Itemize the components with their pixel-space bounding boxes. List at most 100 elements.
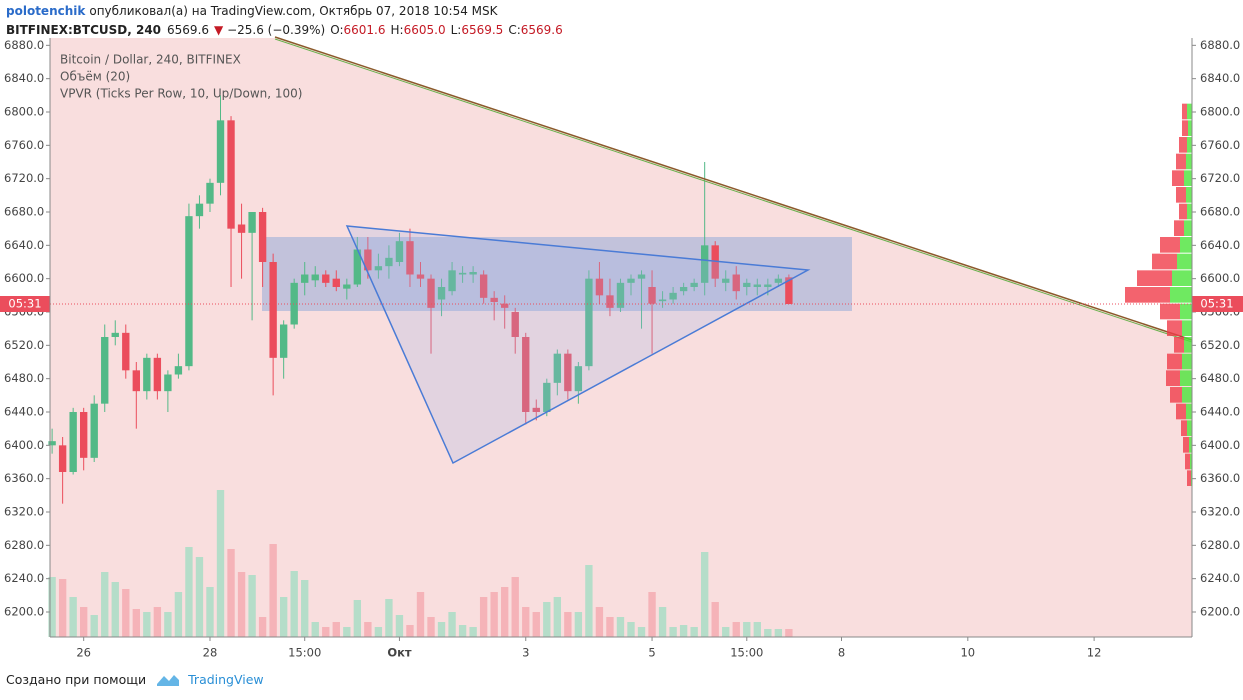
vpvr-down (1174, 337, 1184, 353)
header-line-1: polotenchik опубликовал(а) на TradingView… (6, 2, 563, 21)
candle-body (753, 284, 761, 287)
candle-body (722, 278, 730, 283)
c-label: C: (508, 23, 521, 37)
h: 6605.0 (403, 23, 446, 37)
volume-bar (711, 602, 719, 637)
volume-bar (469, 627, 477, 637)
candle-body (595, 278, 604, 296)
volume-bar (616, 617, 625, 637)
candle-body (774, 278, 783, 283)
legend-vpvr: VPVR (Ticks Per Row, 10, Up/Down, 100) (60, 87, 302, 101)
arrow: ▼ (214, 23, 224, 37)
volume-bar (258, 617, 267, 637)
brand[interactable]: TradingView (188, 671, 264, 687)
candle-body (501, 303, 509, 308)
vpvr-layer (1125, 103, 1192, 486)
y-tick-label: 6480.0 (4, 371, 44, 385)
volume-bar (564, 612, 572, 637)
vpvr-up (1184, 220, 1192, 236)
volume-bar (774, 629, 783, 637)
volume-bar (553, 597, 562, 637)
x-tick-label: 12 (1087, 646, 1102, 660)
volume-bar (458, 625, 467, 637)
logo (157, 675, 180, 686)
volume-bar (585, 565, 593, 637)
countdown-box (1192, 296, 1243, 312)
vpvr-down (1185, 453, 1190, 470)
countdown: 05:31 (1200, 297, 1233, 311)
candle-body (311, 274, 319, 281)
volume-bar (543, 602, 551, 637)
vpvr-down (1176, 403, 1186, 420)
volume-bar (248, 575, 256, 637)
y-tick-label: 6840.0 (4, 71, 44, 85)
volume-bar (595, 607, 604, 637)
volume-layer (48, 490, 793, 637)
candle-body (690, 282, 698, 287)
countdown: 05:31 (8, 297, 41, 311)
volume-bar (227, 549, 235, 637)
volume-bar (743, 622, 751, 637)
header-line-2: BITFINEX:BTCUSD, 240 6569.6 ▼ −25.6 (−0.39… (6, 21, 563, 40)
volume-bar (764, 629, 772, 637)
candle-body (490, 297, 498, 302)
user[interactable]: polotenchik (6, 4, 86, 18)
x-tick-label: 28 (203, 646, 218, 660)
volume-bar (69, 597, 77, 637)
vpvr-up (1184, 337, 1192, 353)
candle-body (111, 332, 119, 337)
volume-bar (164, 612, 172, 637)
footer: Создано при помощи TradingView (6, 671, 264, 687)
candle-body (290, 282, 298, 325)
volume-bar (511, 577, 519, 637)
volume-bar (332, 622, 340, 637)
volume-bar (269, 544, 277, 637)
candle-body (374, 266, 383, 271)
vpvr-up (1182, 387, 1192, 403)
volume-bar (195, 557, 204, 637)
o: 6601.6 (343, 23, 386, 37)
y-tick-label: 6720.0 (1200, 171, 1240, 185)
candle-body (122, 332, 130, 371)
volume-bar (153, 607, 162, 637)
candle-body (195, 203, 204, 217)
candle-body (711, 245, 719, 279)
vpvr-down (1172, 170, 1184, 186)
y-tick-label: 6840.0 (1200, 71, 1240, 85)
volume-bar (122, 589, 130, 637)
vpvr-down (1179, 137, 1187, 153)
y-tick-label: 6200.0 (4, 605, 44, 619)
y-tick-label: 6720.0 (4, 171, 44, 185)
y-tick-label: 6320.0 (1200, 505, 1240, 519)
volume-bar (722, 627, 730, 637)
y-tick-label: 6800.0 (4, 105, 44, 119)
vpvr-up (1177, 253, 1192, 270)
c: 6569.6 (520, 23, 563, 37)
volume-bar (753, 622, 761, 637)
y-tick-label: 6440.0 (1200, 405, 1240, 419)
candle-body (353, 249, 362, 285)
y-tick-label: 6400.0 (4, 438, 44, 452)
volume-bar (437, 622, 446, 637)
candle-body (385, 257, 393, 267)
volume-bar (732, 622, 740, 637)
candle-body (185, 216, 193, 367)
volume-bar (395, 615, 404, 637)
vpvr-down (1160, 303, 1180, 320)
x-tick-label: 10 (960, 646, 975, 660)
published: опубликовал(а) на TradingView.com, Октяб… (89, 4, 498, 18)
volume-bar (637, 627, 646, 637)
candle-body (227, 120, 235, 229)
vpvr-up (1187, 103, 1192, 120)
candle-body (322, 274, 330, 283)
vpvr-up (1190, 453, 1192, 470)
vpvr-down (1187, 470, 1191, 486)
vpvr-down (1176, 153, 1186, 170)
candle-body (574, 366, 583, 392)
volume-bar (574, 612, 583, 637)
y-tick-label: 6680.0 (4, 205, 44, 219)
vpvr-down (1166, 370, 1180, 386)
y-tick-label: 6520.0 (1200, 338, 1240, 352)
y-tick-label: 6520.0 (4, 338, 44, 352)
